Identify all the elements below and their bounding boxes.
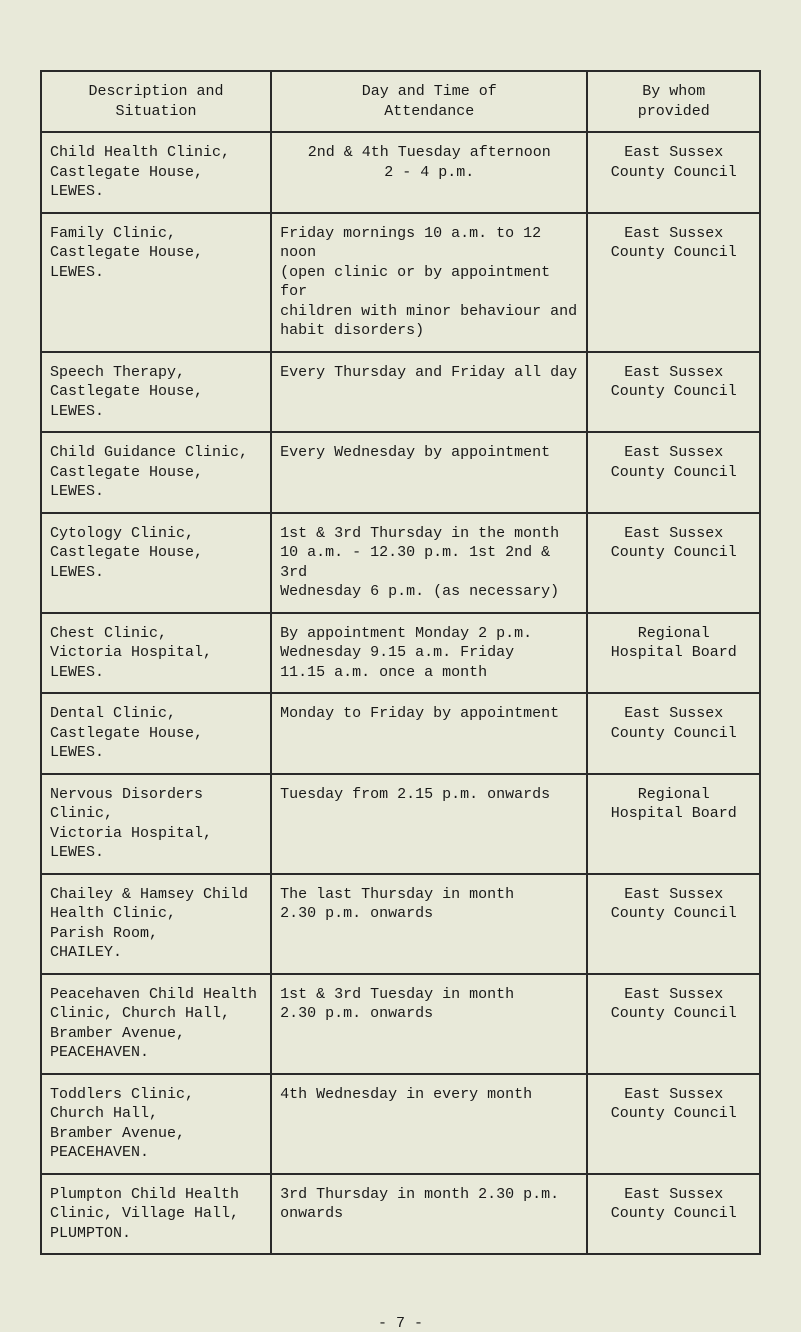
cell-bywhom: East SussexCounty Council [587, 432, 760, 513]
cell-daytime: 1st & 3rd Tuesday in month2.30 p.m. onwa… [271, 974, 587, 1074]
cell-description: Chest Clinic,Victoria Hospital,LEWES. [41, 613, 271, 694]
cell-daytime: Monday to Friday by appointment [271, 693, 587, 774]
table-row: Family Clinic,Castlegate House,LEWES.Fri… [41, 213, 760, 352]
cell-description: Peacehaven Child HealthClinic, Church Ha… [41, 974, 271, 1074]
cell-bywhom: East SussexCounty Council [587, 1174, 760, 1255]
cell-daytime: Every Thursday and Friday all day [271, 352, 587, 433]
cell-description: Dental Clinic,Castlegate House,LEWES. [41, 693, 271, 774]
table-row: Speech Therapy,Castlegate House,LEWES.Ev… [41, 352, 760, 433]
table-row: Toddlers Clinic,Church Hall,Bramber Aven… [41, 1074, 760, 1174]
header-daytime: Day and Time ofAttendance [271, 71, 587, 132]
cell-bywhom: East SussexCounty Council [587, 974, 760, 1074]
cell-daytime: 4th Wednesday in every month [271, 1074, 587, 1174]
cell-description: Cytology Clinic,Castlegate House,LEWES. [41, 513, 271, 613]
cell-description: Child Health Clinic,Castlegate House,LEW… [41, 132, 271, 213]
table-row: Child Health Clinic,Castlegate House,LEW… [41, 132, 760, 213]
cell-bywhom: East SussexCounty Council [587, 693, 760, 774]
clinic-table: Description andSituation Day and Time of… [40, 70, 761, 1255]
table-row: Chest Clinic,Victoria Hospital,LEWES.By … [41, 613, 760, 694]
page-number: - 7 - [40, 1315, 761, 1332]
cell-bywhom: RegionalHospital Board [587, 613, 760, 694]
cell-bywhom: East SussexCounty Council [587, 513, 760, 613]
cell-description: Speech Therapy,Castlegate House,LEWES. [41, 352, 271, 433]
cell-description: Plumpton Child HealthClinic, Village Hal… [41, 1174, 271, 1255]
page-container: Description andSituation Day and Time of… [0, 0, 801, 1332]
cell-daytime: The last Thursday in month2.30 p.m. onwa… [271, 874, 587, 974]
cell-description: Chailey & Hamsey ChildHealth Clinic,Pari… [41, 874, 271, 974]
cell-daytime: 3rd Thursday in month 2.30 p.m.onwards [271, 1174, 587, 1255]
cell-daytime: Tuesday from 2.15 p.m. onwards [271, 774, 587, 874]
table-row: Cytology Clinic,Castlegate House,LEWES.1… [41, 513, 760, 613]
cell-description: Family Clinic,Castlegate House,LEWES. [41, 213, 271, 352]
cell-bywhom: RegionalHospital Board [587, 774, 760, 874]
cell-description: Child Guidance Clinic,Castlegate House,L… [41, 432, 271, 513]
cell-daytime: By appointment Monday 2 p.m.Wednesday 9.… [271, 613, 587, 694]
cell-daytime: 2nd & 4th Tuesday afternoon2 - 4 p.m. [271, 132, 587, 213]
header-description: Description andSituation [41, 71, 271, 132]
cell-bywhom: East SussexCounty Council [587, 874, 760, 974]
table-row: Child Guidance Clinic,Castlegate House,L… [41, 432, 760, 513]
cell-description: Nervous Disorders Clinic,Victoria Hospit… [41, 774, 271, 874]
cell-description: Toddlers Clinic,Church Hall,Bramber Aven… [41, 1074, 271, 1174]
table-row: Dental Clinic,Castlegate House,LEWES.Mon… [41, 693, 760, 774]
cell-daytime: Friday mornings 10 a.m. to 12 noon(open … [271, 213, 587, 352]
cell-daytime: Every Wednesday by appointment [271, 432, 587, 513]
table-row: Plumpton Child HealthClinic, Village Hal… [41, 1174, 760, 1255]
table-row: Nervous Disorders Clinic,Victoria Hospit… [41, 774, 760, 874]
cell-bywhom: East SussexCounty Council [587, 213, 760, 352]
cell-bywhom: East SussexCounty Council [587, 352, 760, 433]
cell-bywhom: East SussexCounty Council [587, 132, 760, 213]
table-row: Peacehaven Child HealthClinic, Church Ha… [41, 974, 760, 1074]
header-bywhom: By whomprovided [587, 71, 760, 132]
table-header-row: Description andSituation Day and Time of… [41, 71, 760, 132]
cell-bywhom: East SussexCounty Council [587, 1074, 760, 1174]
cell-daytime: 1st & 3rd Thursday in the month10 a.m. -… [271, 513, 587, 613]
table-row: Chailey & Hamsey ChildHealth Clinic,Pari… [41, 874, 760, 974]
table-body: Child Health Clinic,Castlegate House,LEW… [41, 132, 760, 1254]
